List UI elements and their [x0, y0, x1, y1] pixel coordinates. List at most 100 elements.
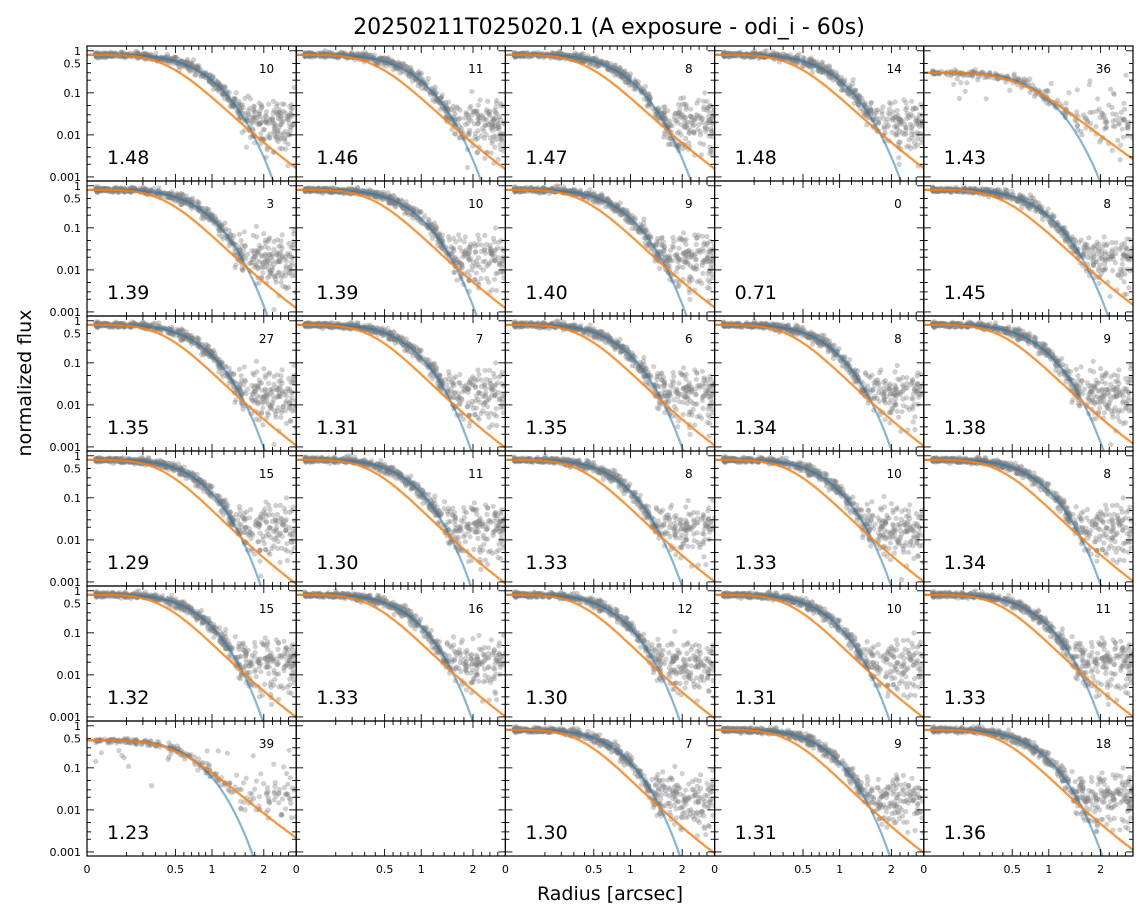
- seeing-label: 1.47: [525, 147, 567, 169]
- data-point: [273, 280, 278, 285]
- data-point: [189, 61, 194, 66]
- psf-panel: 1.409: [505, 181, 717, 329]
- data-point: [493, 110, 498, 115]
- data-point: [894, 123, 899, 128]
- data-point: [427, 218, 432, 223]
- data-point: [247, 106, 252, 111]
- data-point: [263, 238, 268, 243]
- data-point: [490, 138, 495, 143]
- data-point: [893, 132, 898, 137]
- data-point: [1066, 90, 1071, 95]
- data-point: [1106, 102, 1111, 107]
- data-point: [271, 307, 276, 312]
- data-point: [1118, 157, 1123, 162]
- data-point: [266, 246, 271, 251]
- data-point: [1090, 110, 1095, 115]
- data-point: [493, 105, 498, 110]
- data-point: [691, 129, 696, 134]
- data-point: [1110, 148, 1115, 153]
- data-point: [1116, 121, 1121, 126]
- y-axis-label: normalized flux: [14, 310, 36, 457]
- data-point: [473, 250, 478, 255]
- psf-panel: 1.478: [505, 46, 717, 194]
- data-point: [462, 249, 467, 254]
- data-point: [851, 77, 856, 82]
- data-point: [707, 104, 712, 109]
- data-point: [394, 204, 399, 209]
- panel-grid: 0.0010.010.10.511.48101.46111.4781.48141…: [50, 45, 1136, 876]
- data-point: [252, 109, 257, 114]
- data-point: [469, 267, 474, 272]
- data-point: [454, 278, 459, 283]
- data-point: [475, 232, 480, 237]
- data-point: [474, 258, 479, 263]
- data-point: [1118, 142, 1123, 147]
- data-point: [896, 155, 901, 160]
- data-point: [232, 265, 237, 270]
- data-point: [908, 112, 913, 117]
- data-point: [1130, 135, 1135, 140]
- data-point: [287, 267, 292, 272]
- data-point: [261, 261, 266, 266]
- data-point: [271, 111, 276, 116]
- data-point: [632, 77, 637, 82]
- data-point: [1122, 107, 1127, 112]
- data-point: [702, 90, 707, 95]
- data-point: [912, 144, 917, 149]
- data-point: [493, 115, 498, 120]
- data-point: [674, 118, 679, 123]
- data-point: [246, 93, 251, 98]
- data-point: [274, 104, 279, 109]
- data-point: [252, 254, 257, 259]
- data-point: [706, 120, 711, 125]
- data-point: [951, 82, 956, 87]
- data-point: [1111, 91, 1116, 96]
- data-point: [692, 122, 697, 127]
- data-point: [975, 77, 980, 82]
- data-point: [179, 192, 184, 197]
- star-count-label: 11: [468, 62, 483, 76]
- seeing-label: 1.48: [107, 147, 149, 169]
- data-point: [984, 96, 989, 101]
- data-point: [915, 119, 920, 124]
- data-point: [475, 242, 480, 247]
- y-tick-label: 0.1: [64, 222, 82, 235]
- x-axis-label: Radius [arcsec]: [537, 883, 683, 905]
- data-point: [195, 199, 200, 204]
- panel-plot-area: [924, 67, 1136, 194]
- data-point: [687, 130, 692, 135]
- data-point: [491, 134, 496, 139]
- data-point: [683, 136, 688, 141]
- data-point: [290, 239, 295, 244]
- data-point: [286, 142, 291, 147]
- data-point: [1121, 101, 1126, 106]
- data-point: [913, 106, 918, 111]
- data-point: [1087, 82, 1092, 87]
- y-tick-label: 1: [74, 180, 81, 193]
- data-point: [682, 125, 687, 130]
- data-point: [417, 209, 422, 214]
- data-point: [263, 120, 268, 125]
- data-point: [279, 118, 284, 123]
- y-tick-label: 0.5: [64, 57, 82, 70]
- data-point: [1095, 96, 1100, 101]
- data-point: [701, 142, 706, 147]
- data-point: [497, 142, 502, 147]
- data-point: [467, 106, 472, 111]
- data-point: [465, 132, 470, 137]
- data-point: [490, 287, 495, 292]
- data-point: [482, 122, 487, 127]
- data-point: [918, 102, 923, 107]
- data-point: [249, 260, 254, 265]
- data-point: [694, 242, 699, 247]
- data-point: [475, 150, 480, 155]
- data-point: [261, 231, 266, 236]
- data-point: [272, 273, 277, 278]
- data-point: [1115, 138, 1120, 143]
- data-point: [467, 249, 472, 254]
- data-point: [1120, 127, 1125, 132]
- data-point: [285, 251, 290, 256]
